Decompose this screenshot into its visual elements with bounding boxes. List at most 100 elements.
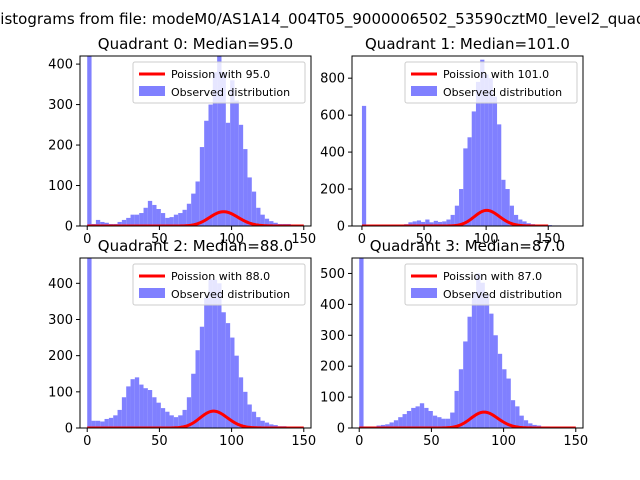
histogram-bar [104,222,109,226]
histogram-bar [502,369,507,428]
x-tick-label: 0 [358,232,366,247]
y-tick-label: 800 [320,72,345,87]
y-tick-label: 300 [48,313,73,328]
histogram-bar [87,56,92,226]
histogram-bar [230,337,235,428]
histogram-bar [126,386,131,428]
histogram-bar [238,377,244,428]
histogram-bar [264,422,270,428]
histogram-bar [152,397,157,428]
y-tick-label: 400 [48,277,73,292]
histogram-bar [178,415,183,428]
histogram-bar [152,204,157,226]
histogram-bar [509,205,514,226]
histogram-bar [113,415,118,428]
histogram-bar [497,124,502,226]
x-tick-label: 50 [423,434,440,449]
histogram-bar [178,213,183,226]
histogram-bar [450,412,455,428]
histogram-bar [506,378,511,428]
axes-frame [351,257,584,429]
y-tick-label: 300 [320,329,345,344]
histogram-bar [501,179,506,226]
histogram-bar [221,312,226,428]
x-tick-label: 150 [291,232,316,247]
histogram-bar [273,222,278,226]
x-tick-label: 50 [416,232,433,247]
histogram-bar [415,406,420,428]
histogram-bar [442,221,447,226]
histogram-bar [143,207,148,226]
legend-label-poisson: Poission with 88.0 [171,270,270,283]
histogram-bar [156,402,161,428]
y-tick-label: 500 [320,267,345,282]
x-tick-label: 0 [355,434,363,449]
histogram-bar [247,177,252,226]
legend-patch-swatch [411,288,437,298]
histogram-bar [143,388,148,428]
histogram-bar [191,193,196,226]
y-tick-label: 0 [337,422,345,437]
x-tick-label: 100 [491,434,516,449]
histogram-bar [419,403,425,428]
legend-box [404,263,578,306]
histogram-bar [130,379,135,428]
histogram-bar [204,120,209,226]
histogram-bar [104,418,109,428]
histogram-bar [165,217,170,226]
subplot-title: Quadrant 1: Median=101.0 [365,35,570,53]
histogram-bar [532,424,537,428]
histogram-bar [489,313,494,428]
histogram-bar [359,258,364,428]
histogram-bar [160,408,166,428]
histogram-bar [402,414,407,428]
histogram-bar [416,220,422,226]
histogram-bar [191,373,196,428]
y-tick-label: 300 [48,98,73,113]
histogram-bar [264,218,270,226]
histogram-bar [471,292,477,428]
y-tick-label: 0 [65,422,73,437]
histogram-bar [467,316,472,428]
histogram-bar [221,72,226,226]
histogram-bar [217,56,222,226]
x-tick-label: 100 [219,434,244,449]
legend-patch-swatch [411,86,437,96]
histogram-bar [139,213,144,226]
y-tick-label: 400 [48,58,73,73]
histogram-bar [199,147,205,226]
subplot-quadrant-3: 0 50 100 150 0 100 200 300 400 500 Quadrant 3: Med… [320,237,588,449]
histogram-bar [117,409,122,428]
histogram-bar [458,369,464,428]
histogram-bar [212,72,218,226]
histogram-bar [385,424,390,428]
y-tick-label: 200 [48,349,73,364]
subplot-quadrant-2: 0 50 100 150 0 100 200 300 400 Quadrant 2: Median… [48,237,316,449]
histogram-bar [389,422,394,428]
plot-area [361,59,574,226]
histogram-bar [225,323,231,428]
histogram-bar [195,181,200,226]
y-tick-label: 200 [320,360,345,375]
y-tick-label: 100 [320,391,345,406]
histogram-bar [467,137,472,226]
histogram-bar [134,377,140,428]
histogram-bar [256,207,261,226]
histogram-bar [256,417,261,428]
histogram-bar [518,219,523,226]
subplot-quadrant-1: 0 50 100 150 0 200 400 600 800 Quadrant 1: Median… [320,35,584,247]
legend-label-poisson: Poission with 101.0 [443,68,549,81]
histogram-bar [247,404,252,428]
x-tick-label: 50 [151,232,168,247]
histogram-bar [463,341,468,428]
legend-label-observed: Observed distribution [171,86,290,99]
axes-frame [79,257,312,429]
histogram-bar [91,420,96,428]
histogram-bar [484,74,489,226]
histogram-bar [95,219,101,226]
histogram-bar [251,191,257,226]
histogram-bar [147,390,153,428]
histogram-bar [121,397,127,428]
histogram-bar [428,411,433,428]
histogram-bar [475,81,481,226]
